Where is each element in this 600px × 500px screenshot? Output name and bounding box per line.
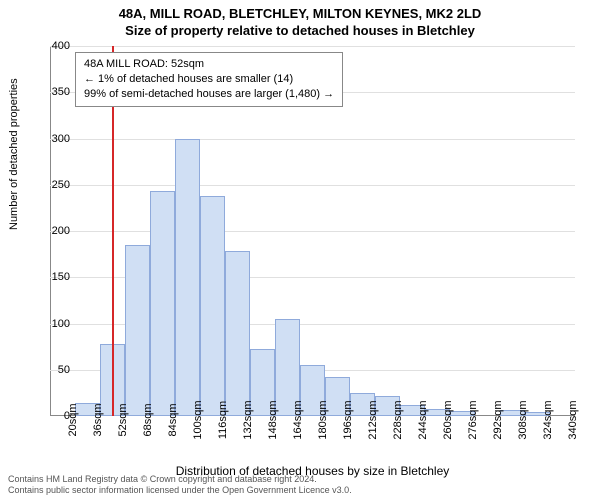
y-tick-label: 300 <box>30 133 70 145</box>
x-tick-label: 132sqm <box>242 400 254 439</box>
x-tick-label: 228sqm <box>392 400 404 439</box>
x-tick-label: 180sqm <box>317 400 329 439</box>
x-tick-label: 20sqm <box>67 403 79 436</box>
histogram-bar <box>175 139 200 417</box>
footer-line-1: Contains HM Land Registry data © Crown c… <box>8 474 352 485</box>
title-address: 48A, MILL ROAD, BLETCHLEY, MILTON KEYNES… <box>0 6 600 21</box>
title-description: Size of property relative to detached ho… <box>0 23 600 38</box>
chart-title-block: 48A, MILL ROAD, BLETCHLEY, MILTON KEYNES… <box>0 0 600 38</box>
annotation-line-1: 48A MILL ROAD: 52sqm <box>84 57 334 72</box>
histogram-bar <box>200 196 225 416</box>
x-tick-label: 148sqm <box>267 400 279 439</box>
x-tick-label: 212sqm <box>367 400 379 439</box>
gridline-h <box>50 185 575 186</box>
x-tick-label: 324sqm <box>542 400 554 439</box>
y-tick-label: 0 <box>30 410 70 422</box>
histogram-bar <box>125 245 150 416</box>
x-tick-label: 164sqm <box>292 400 304 439</box>
y-tick-label: 250 <box>30 179 70 191</box>
gridline-h <box>50 139 575 140</box>
x-tick-label: 52sqm <box>117 403 129 436</box>
y-axis-label: Number of detached properties <box>8 78 20 230</box>
x-tick-label: 260sqm <box>442 400 454 439</box>
x-tick-label: 196sqm <box>342 400 354 439</box>
y-tick-label: 350 <box>30 86 70 98</box>
x-tick-label: 116sqm <box>217 401 229 439</box>
footer-attribution: Contains HM Land Registry data © Crown c… <box>8 474 352 497</box>
annotation-line-3: 99% of semi-detached houses are larger (… <box>84 87 334 102</box>
histogram-bar <box>225 251 250 416</box>
y-tick-label: 150 <box>30 271 70 283</box>
x-tick-label: 340sqm <box>567 400 579 439</box>
annotation-box: 48A MILL ROAD: 52sqm ← 1% of detached ho… <box>75 52 343 107</box>
x-tick-label: 292sqm <box>492 400 504 439</box>
x-tick-label: 68sqm <box>142 403 154 436</box>
gridline-h <box>50 46 575 47</box>
x-tick-label: 276sqm <box>467 400 479 439</box>
y-tick-label: 200 <box>30 225 70 237</box>
x-tick-label: 244sqm <box>417 400 429 439</box>
x-tick-label: 100sqm <box>192 400 204 439</box>
y-tick-label: 100 <box>30 318 70 330</box>
x-tick-label: 36sqm <box>92 403 104 436</box>
x-tick-label: 84sqm <box>167 403 179 436</box>
histogram-bar <box>150 191 175 416</box>
footer-line-2: Contains public sector information licen… <box>8 485 352 496</box>
y-tick-label: 50 <box>30 364 70 376</box>
y-tick-label: 400 <box>30 40 70 52</box>
gridline-h <box>50 231 575 232</box>
x-tick-label: 308sqm <box>517 400 529 439</box>
annotation-line-2: ← 1% of detached houses are smaller (14) <box>84 72 334 87</box>
